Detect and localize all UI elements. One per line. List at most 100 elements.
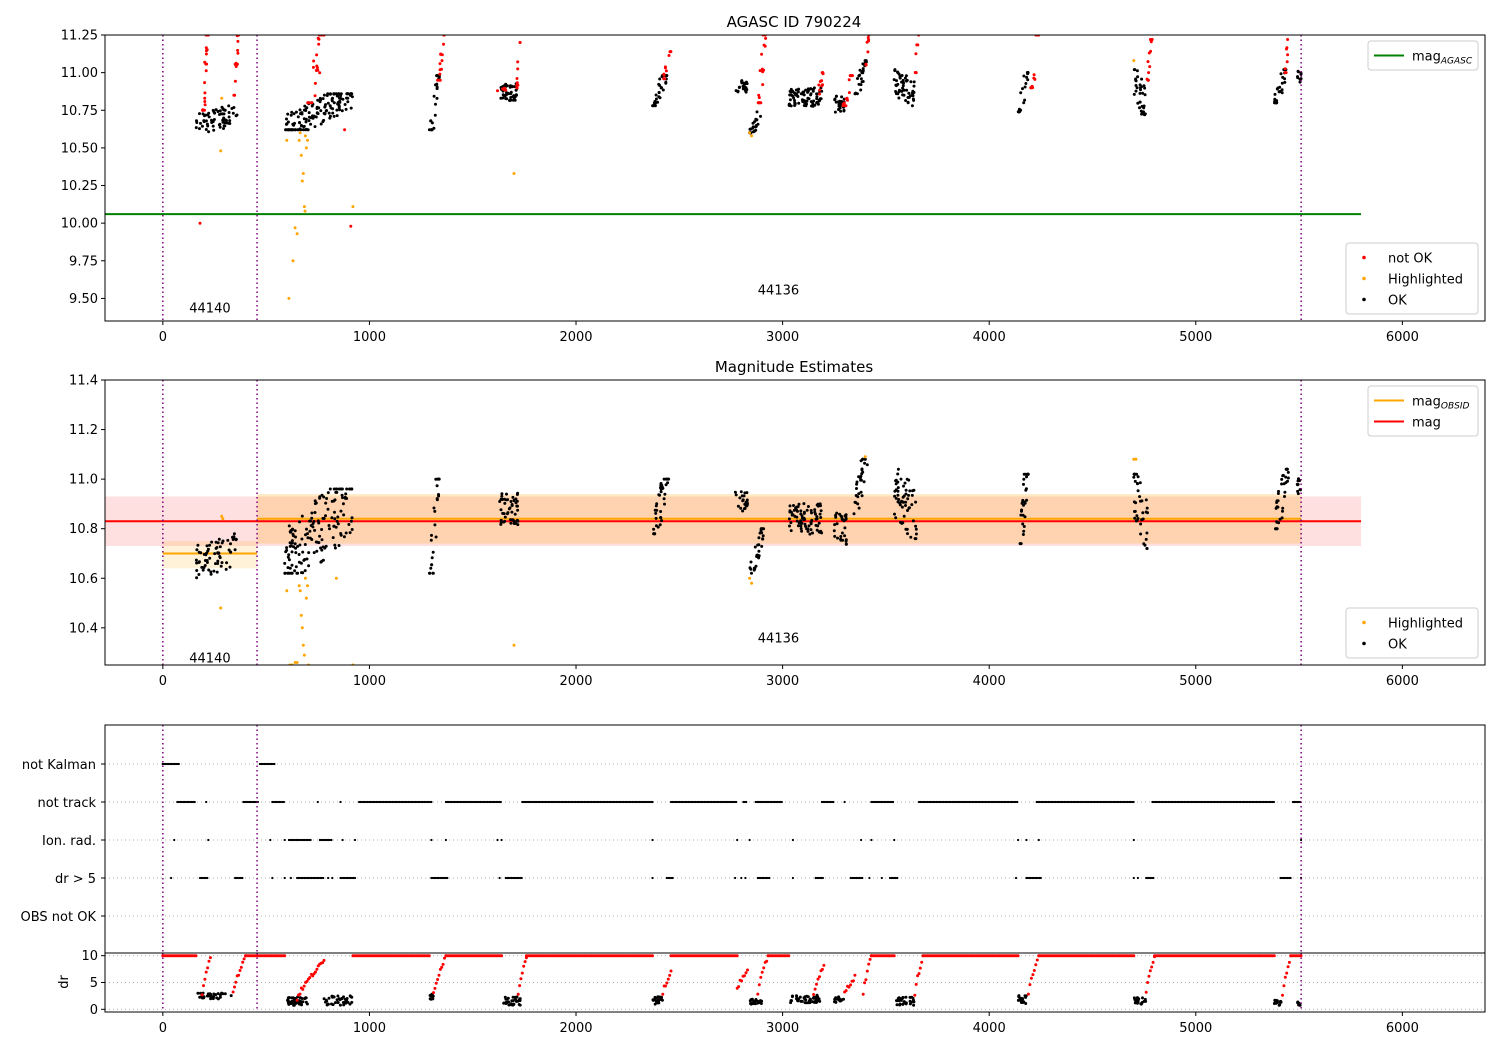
panel-1-point-ok (1026, 78, 1030, 82)
panel-1-point-ok (859, 77, 863, 81)
panel-2-point-ok (1135, 472, 1139, 476)
panel-1-point-ok (319, 109, 323, 113)
panel-1-point-ok (904, 74, 908, 78)
panel-2-point-ok (1022, 482, 1025, 486)
panel-2-point-ok (499, 508, 503, 512)
panel-2-point-ok (344, 531, 348, 535)
panel-2-point-ok (1282, 482, 1286, 486)
panel-1-point-ok (305, 106, 309, 110)
panel-2-point-ok (750, 571, 753, 575)
panel-1-point-ok (901, 93, 905, 97)
panel-1-point-not-ok (233, 93, 237, 97)
panel-1-point-ok (218, 125, 222, 129)
panel-2-point-ok (908, 489, 912, 493)
panel-2-point-highlighted (863, 455, 867, 459)
panel-4-point-dr-ok (837, 995, 841, 999)
panel-2-point-ok (663, 492, 667, 496)
panel-2-point-ok (295, 571, 299, 575)
panel-2-point-ok (305, 527, 308, 531)
panel-2-point-ok (757, 554, 761, 558)
panel-2-point-ok (907, 493, 910, 497)
panel-3-flag-point (330, 838, 333, 842)
panel-3-flag-point (736, 838, 739, 842)
panel-1-point-ok (430, 128, 433, 132)
panel-2-xtick-label: 6000 (1386, 674, 1419, 689)
panel-2-point-ok (322, 517, 326, 520)
panel-2-point-ok (805, 508, 809, 512)
panel-2-point-ok (215, 546, 219, 549)
panel-1-ytick-label: 10.00 (61, 217, 98, 232)
panel-2-point-ok (1281, 509, 1284, 513)
panel-3-flag-point (768, 876, 771, 880)
panel-1-point-ok (435, 85, 439, 89)
panel-2-point-ok (321, 558, 325, 562)
panel-2-point-ok (435, 484, 439, 488)
panel-2-point-ok (754, 564, 758, 568)
panel-1-legend-box (1367, 40, 1479, 71)
panel-3-flag-point (880, 876, 883, 880)
panel-4-xtick-label: 6000 (1386, 1021, 1419, 1036)
panel-4-point-dr-not-ok (735, 954, 739, 958)
panel-2-legend-swatch (1362, 620, 1366, 625)
panel-4-point-dr-ok (749, 998, 753, 1002)
panel-1-point-ok (839, 103, 843, 107)
panel-1-point-ok (856, 77, 859, 80)
panel-2-point-ok (195, 576, 199, 580)
panel-4-point-dr-ok (509, 1003, 513, 1007)
panel-3-flag-point (1136, 876, 1139, 880)
panel-2-point-ok (1274, 527, 1278, 531)
panel-2-point-ok (662, 477, 666, 481)
panel-1-point-not-ok (866, 50, 870, 54)
panel-3-flag-point (893, 838, 896, 842)
panel-4-point-dr-not-ok (1032, 969, 1036, 972)
panel-1-point-not-ok (914, 52, 918, 56)
panel-1-point-ok (793, 99, 796, 102)
panel-1-point-not-ok (204, 69, 208, 73)
panel-2-point-ok (293, 542, 297, 546)
panel-2-point-ok (810, 511, 813, 515)
panel-4-point-dr-not-ok (203, 977, 207, 981)
panel-1-xtick-label: 6000 (1386, 330, 1419, 345)
panel-4-point-dr-ok (335, 998, 339, 1002)
panel-1-point-ok (346, 96, 350, 100)
panel-4-point-dr-not-ok (914, 982, 918, 986)
panel-1-point-ok (661, 88, 665, 92)
panel-1-point-not-ok (198, 221, 202, 225)
panel-1-point-not-ok (864, 62, 868, 66)
panel-2-point-ok (839, 514, 843, 518)
panel-1-point-ok (860, 80, 864, 84)
panel-4-point-dr-ok (805, 994, 809, 998)
panel-2-point-ok (324, 544, 328, 548)
panel-1-point-highlighted (287, 296, 291, 300)
panel-1-point-ok (799, 92, 803, 96)
panel-1-point-not-ok (343, 128, 347, 132)
panel-1-point-ok (331, 111, 335, 115)
panel-1-point-not-ok (315, 64, 319, 68)
panel-1-point-not-ok (515, 86, 519, 90)
panel-2-point-ok (855, 482, 859, 486)
panel-1-ytick-label: 11.25 (61, 29, 98, 44)
panel-2-point-ok (1021, 499, 1025, 503)
panel-1-point-ok (811, 89, 815, 93)
panel-4-point-dr-not-ok (500, 954, 504, 958)
panel-4-point-dr-ok (908, 995, 912, 999)
panel-4-point-dr-ok (1017, 995, 1021, 999)
panel-2-ytick-label: 10.4 (69, 621, 98, 636)
panel-1-point-ok (211, 124, 215, 128)
panel-1-point-ok (221, 112, 225, 116)
panel-2-point-ok (1144, 498, 1148, 502)
panel-2-point-ok (810, 518, 814, 522)
panel-2-point-ok (318, 534, 322, 538)
panel-1-point-ok (326, 101, 330, 105)
panel-2-point-highlighted (748, 576, 752, 580)
panel-1-point-ok (894, 90, 898, 93)
panel-2-point-ok (320, 493, 324, 497)
panel-1-point-highlighted (299, 153, 303, 157)
panel-2-point-ok (814, 523, 818, 527)
panel-4-point-dr-ok (289, 1000, 293, 1004)
panel-4-point-dr-not-ok (757, 983, 761, 987)
panel-2-point-ok (811, 531, 814, 535)
panel-2-point-ok (294, 551, 298, 555)
